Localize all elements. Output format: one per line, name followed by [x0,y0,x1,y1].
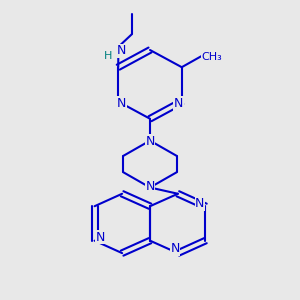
Text: N: N [95,230,105,244]
Text: N: N [117,44,126,58]
Text: N: N [170,242,180,256]
Text: N: N [195,197,205,211]
Text: N: N [145,179,155,193]
Text: N: N [145,134,155,148]
Text: N: N [117,97,126,110]
Text: CH₃: CH₃ [201,52,222,62]
Text: H: H [104,50,112,61]
Text: N: N [174,97,183,110]
